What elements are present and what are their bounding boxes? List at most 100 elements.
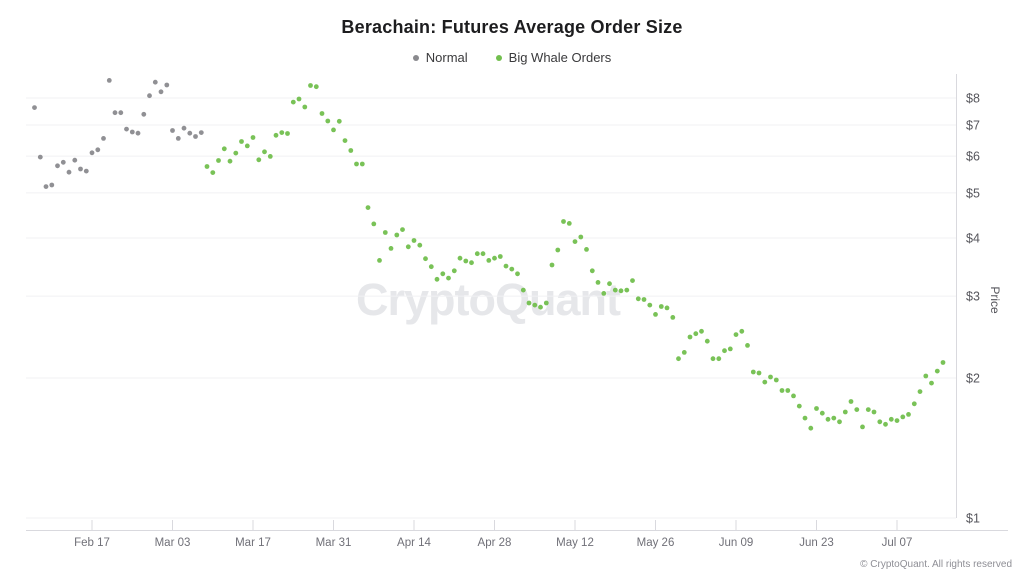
data-point (888, 416, 894, 422)
data-point (135, 130, 141, 136)
data-point (842, 409, 848, 415)
data-point (256, 157, 262, 163)
legend-item-normal[interactable]: Normal (412, 50, 468, 65)
data-point (917, 389, 923, 394)
data-point (860, 424, 865, 430)
watermark: CryptoQuant (356, 274, 621, 325)
chart-title: Berachain: Futures Average Order Size (341, 17, 683, 37)
svg-text:$5: $5 (966, 186, 980, 200)
data-point (779, 388, 785, 393)
data-point (285, 131, 290, 136)
data-point (595, 280, 601, 285)
data-point (854, 407, 860, 412)
data-point (273, 132, 279, 138)
data-point (773, 377, 779, 383)
data-point (658, 304, 664, 309)
data-point (354, 161, 359, 167)
data-point (796, 403, 802, 409)
legend-label-normal: Normal (425, 50, 468, 65)
data-point (624, 287, 630, 293)
data-point (423, 256, 428, 262)
data-point (371, 221, 377, 227)
data-point (687, 334, 693, 340)
data-point (210, 170, 216, 176)
data-point (78, 166, 83, 172)
legend-marker-normal-icon (412, 54, 419, 61)
data-point (469, 260, 474, 266)
data-point (319, 111, 325, 116)
data-point (486, 258, 492, 263)
data-point (152, 79, 158, 85)
data-point (526, 300, 532, 306)
data-point (831, 415, 837, 421)
copyright-notice: © CryptoQuant. All rights reserved (860, 559, 1012, 570)
data-point (204, 164, 210, 169)
data-point (290, 99, 296, 105)
data-point (900, 414, 906, 420)
data-point (417, 242, 423, 248)
svg-text:$7: $7 (966, 118, 980, 132)
data-point (589, 268, 595, 274)
y-axis-labels: $1 $2 $3 $4 $5 $6 $7 $8 (966, 92, 980, 526)
data-point (170, 128, 175, 133)
data-point (716, 356, 722, 362)
data-point (112, 110, 118, 116)
data-point (739, 328, 745, 334)
data-point (221, 146, 227, 152)
data-point (342, 138, 348, 144)
data-point (762, 379, 768, 385)
data-point (313, 84, 319, 90)
svg-text:$1: $1 (966, 512, 980, 526)
svg-text:Feb 17: Feb 17 (74, 537, 110, 549)
data-point (543, 300, 549, 306)
data-point (699, 328, 704, 334)
data-point (814, 406, 819, 411)
y-axis-title: Price (988, 286, 1002, 314)
data-point (538, 304, 543, 310)
svg-text:Jul 07: Jul 07 (882, 537, 913, 549)
data-point (733, 332, 739, 337)
data-point (359, 161, 365, 167)
legend-label-big-whale-orders: Big Whale Orders (508, 50, 612, 65)
data-point (175, 136, 181, 141)
data-point (871, 409, 877, 415)
data-point (43, 184, 49, 190)
data-point (555, 247, 561, 253)
data-point (532, 302, 538, 308)
data-point (405, 244, 411, 250)
data-point (66, 169, 72, 175)
data-point (239, 139, 244, 144)
data-point (653, 312, 658, 317)
data-point (791, 393, 796, 399)
legend-item-big-whale-orders[interactable]: Big Whale Orders (495, 50, 612, 65)
data-point (520, 287, 526, 293)
data-point (561, 219, 566, 224)
data-point (929, 380, 934, 386)
data-point (509, 266, 515, 272)
data-point (704, 338, 710, 344)
svg-text:$8: $8 (966, 92, 980, 106)
data-point (664, 305, 670, 311)
data-point (722, 348, 727, 354)
svg-text:May 12: May 12 (556, 537, 594, 549)
svg-text:Apr 14: Apr 14 (397, 537, 431, 549)
data-point (572, 239, 578, 245)
data-point (147, 93, 152, 99)
data-point (106, 78, 112, 83)
data-point (848, 399, 854, 404)
svg-text:Apr 28: Apr 28 (478, 537, 512, 549)
data-point (785, 388, 791, 393)
data-point (308, 83, 313, 88)
data-point (193, 134, 198, 139)
data-point (681, 350, 687, 355)
svg-text:Jun 09: Jun 09 (719, 537, 754, 549)
data-point (118, 110, 124, 116)
data-point (601, 291, 607, 296)
svg-text:Mar 17: Mar 17 (235, 537, 271, 549)
data-point (710, 356, 716, 362)
data-point (83, 168, 89, 174)
data-point (515, 271, 520, 277)
svg-text:May 26: May 26 (637, 537, 675, 549)
data-point (750, 369, 756, 375)
data-point (641, 297, 647, 302)
